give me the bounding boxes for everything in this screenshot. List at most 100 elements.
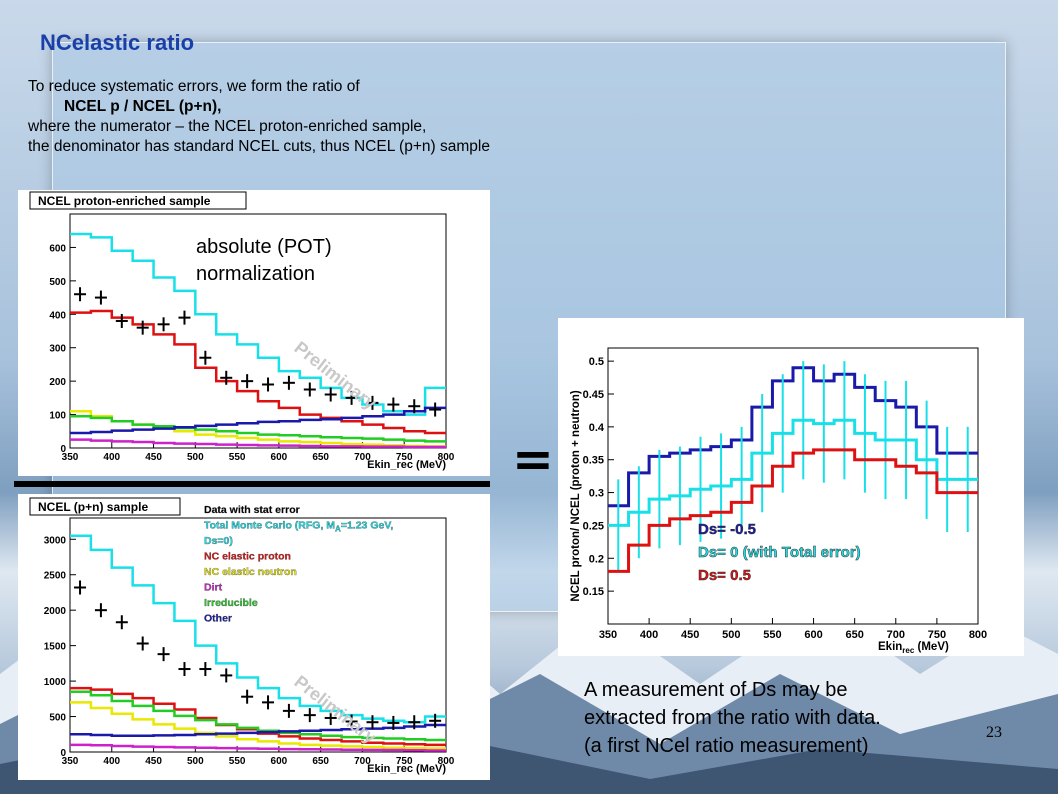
y-tick-label: 0.4 [589, 422, 605, 434]
y-tick-label: 0.35 [583, 455, 604, 467]
note-line-1: absolute (POT) [196, 236, 332, 258]
pn-sample-chart: 350 400 450 500 550 600 650 700 750 800 0 500 1000 15… [29, 497, 455, 775]
legend-entry: Ds=0) [204, 535, 233, 547]
y-tick-label: 600 [49, 243, 66, 254]
x-tick-label: 750 [396, 756, 413, 767]
y-tick-label: 2000 [44, 606, 67, 617]
series-other [70, 723, 446, 737]
x-tick-label: 500 [722, 629, 740, 641]
equals-sign: = [512, 430, 554, 488]
y-tick-label: 0 [60, 444, 66, 455]
series-dirt [70, 438, 446, 449]
y-tick-label: 100 [49, 411, 66, 422]
x-tick-label: 600 [271, 452, 288, 463]
x-tick-label: 400 [640, 629, 658, 641]
y-tick-label: 200 [49, 377, 66, 388]
chart-title: NCEL (p+n) sample [38, 500, 148, 514]
series-other [608, 366, 978, 508]
conclusion-line-3: (a first NCel ratio measurement) [584, 735, 869, 757]
conclusion-text: A measurement of Ds may be extracted fro… [584, 676, 881, 760]
y-tick-label: 1000 [44, 677, 67, 688]
plot-frame [607, 347, 979, 625]
x-tick-label: 700 [354, 756, 371, 767]
series-total_mc [70, 534, 446, 724]
slide-title: NCelastic ratio [40, 30, 195, 55]
x-axis-label: Ekin_rec (MeV) [367, 459, 446, 471]
x-tick-label: 750 [396, 452, 413, 463]
y-tick-label: 500 [49, 713, 66, 724]
x-tick-label: 450 [681, 629, 699, 641]
note-line-2: normalization [196, 263, 315, 285]
y-tick-label: 0.2 [589, 553, 604, 565]
y-tick-label: 0.25 [583, 520, 604, 532]
ratio-chart: 350 400 450 500 550 600 650 700 750 800 0.15 0.2 0.2… [570, 347, 987, 655]
x-tick-label: 500 [187, 452, 204, 463]
x-tick-label: 550 [763, 629, 781, 641]
x-tick-label: 350 [599, 629, 617, 641]
legend-entry: Ds= 0 (with Total error) [698, 544, 861, 561]
x-tick-label: 400 [103, 452, 120, 463]
x-tick-label: 350 [62, 452, 79, 463]
proton-enriched-figure: 350 400 450 500 550 600 650 700 750 800 0 100 200 300… [18, 190, 490, 476]
y-tick-label: 1500 [44, 642, 67, 653]
intro-line-1: To reduce systematic errors, we form the… [28, 78, 360, 95]
y-axis-label: NCEL proton/ NCEL (proton + neutron) [570, 390, 582, 602]
y-tick-label: 0.15 [583, 586, 604, 598]
series-nc_neutron [70, 701, 446, 750]
x-tick-label: 750 [928, 629, 946, 641]
x-tick-label: 800 [438, 756, 455, 767]
page-number: 23 [986, 724, 1002, 741]
legend-entry: Dirt [204, 582, 223, 594]
x-tick-label: 600 [271, 756, 288, 767]
plot-frame [69, 517, 447, 753]
legend-entry: Irreducible [204, 597, 258, 609]
normalization-note: absolute (POT) normalization [196, 234, 332, 288]
x-tick-label: 650 [312, 756, 329, 767]
series-irreducible [70, 690, 446, 742]
intro-line-2: NCEL p / NCEL (p+n), [64, 98, 222, 115]
intro-text: To reduce systematic errors, we form the… [28, 77, 490, 157]
x-axis-label: Ekinrec (MeV) [878, 641, 949, 655]
legend-entry: NC elastic proton [204, 551, 291, 563]
y-tick-label: 2500 [44, 571, 67, 582]
x-tick-label: 400 [103, 756, 120, 767]
x-tick-label: 550 [229, 756, 246, 767]
x-tick-label: 800 [438, 452, 455, 463]
intro-line-3: where the numerator – the NCEL proton-en… [28, 118, 427, 135]
x-tick-label: 800 [969, 629, 987, 641]
pn-sample-figure: 350 400 450 500 550 600 650 700 750 800 0 500 1000 15… [18, 494, 490, 780]
x-tick-label: 550 [229, 452, 246, 463]
series-total_mc [70, 232, 446, 416]
intro-line-4: the denominator has standard NCEL cuts, … [28, 138, 490, 155]
chart-title: NCEL proton-enriched sample [38, 194, 211, 208]
series-nc_proton [70, 309, 446, 435]
ratio-divider [14, 481, 490, 487]
conclusion-line-2: extracted from the ratio with data. [584, 707, 881, 729]
legend-entry: Data with stat error [204, 504, 300, 516]
ratio-figure: 350 400 450 500 550 600 650 700 750 800 0.15 0.2 0.2… [558, 318, 1024, 656]
proton-enriched-chart: 350 400 450 500 550 600 650 700 750 800 0 100 200 300… [29, 191, 455, 471]
legend-entry: Ds= -0.5 [698, 521, 756, 538]
series-nc_proton [608, 448, 978, 573]
conclusion-line-1: A measurement of Ds may be [584, 679, 848, 701]
chart-title-box [29, 497, 181, 516]
x-tick-label: 700 [887, 629, 905, 641]
chart-title-box [29, 191, 247, 210]
x-tick-label: 450 [145, 756, 162, 767]
y-tick-label: 3000 [44, 535, 67, 546]
x-tick-label: 350 [62, 756, 79, 767]
series-other [70, 406, 446, 435]
legend-entry: Other [204, 613, 232, 625]
series-irreducible [70, 414, 446, 443]
x-tick-label: 500 [187, 756, 204, 767]
legend-entry: Total Monte Carlo (RFG, MA=1.23 GeV, [204, 520, 393, 534]
y-tick-label: 500 [49, 277, 66, 288]
x-tick-label: 650 [312, 452, 329, 463]
x-tick-label: 600 [804, 629, 822, 641]
x-tick-label: 700 [354, 452, 371, 463]
y-tick-label: 300 [49, 344, 66, 355]
y-tick-label: 0.3 [589, 488, 604, 500]
legend-entry: Ds= 0.5 [698, 567, 751, 584]
x-tick-label: 450 [145, 452, 162, 463]
y-tick-label: 0.45 [583, 389, 604, 401]
